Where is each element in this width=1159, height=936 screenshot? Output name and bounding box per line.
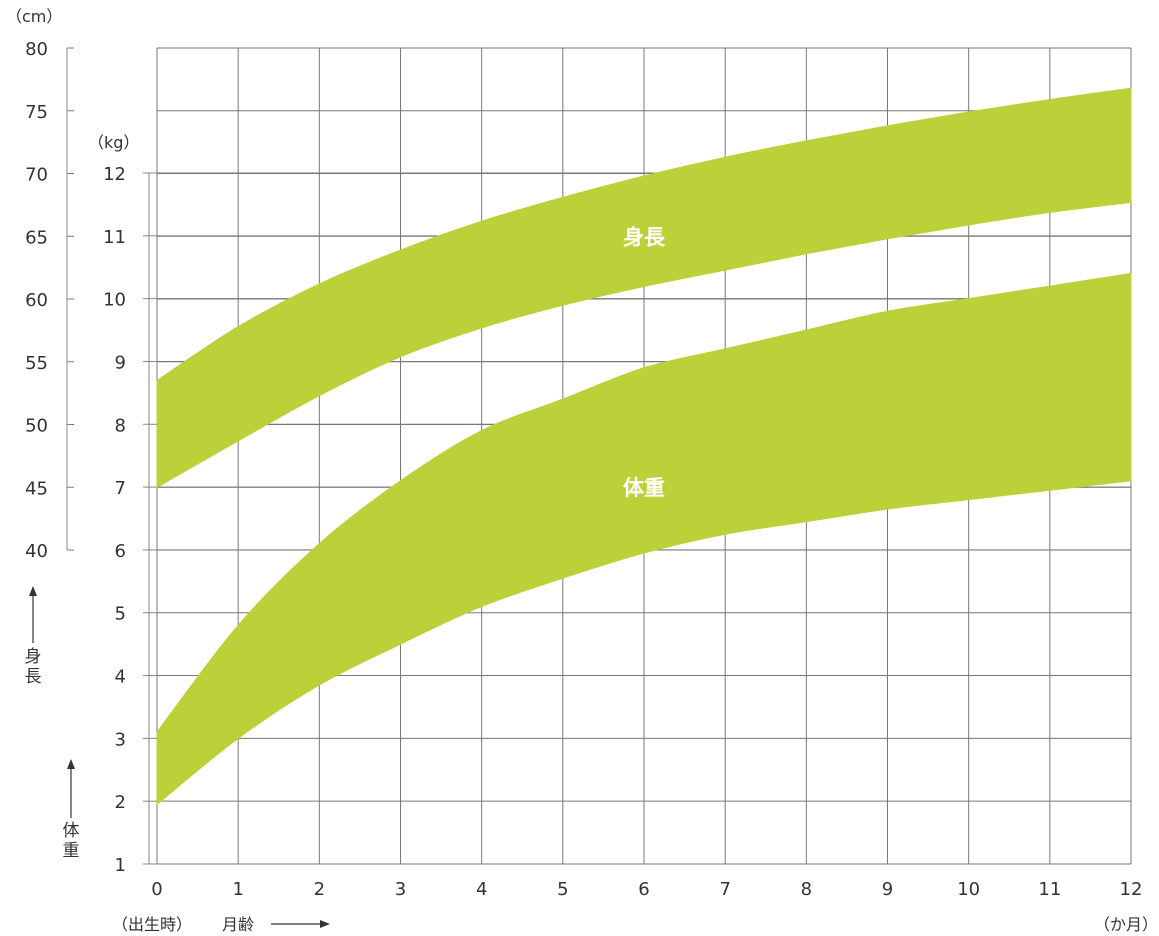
y-tick-label-kg: 2: [115, 792, 126, 813]
y-tick-label-cm: 55: [25, 353, 48, 374]
x-unit: （か月）: [1094, 915, 1158, 934]
x-tick-label: 2: [314, 879, 325, 900]
y-tick-label-cm: 70: [25, 165, 48, 186]
y-tick-label-kg: 7: [115, 478, 126, 499]
x-label-birth: （出生時）: [112, 915, 192, 934]
x-tick-label: 12: [1120, 879, 1143, 900]
y-tick-label-cm: 40: [25, 541, 48, 562]
band-label-bg: [592, 471, 696, 504]
band-weight: [156, 272, 1132, 806]
y-label-height-arrow-head: [29, 586, 37, 596]
y-tick-label-cm: 75: [25, 102, 48, 123]
y-tick-label-kg: 1: [115, 855, 126, 876]
x-tick-label: 6: [638, 879, 649, 900]
x-tick-label: 11: [1038, 879, 1061, 900]
y-tick-label-kg: 8: [115, 415, 126, 436]
x-tick-label: 4: [476, 879, 487, 900]
y-tick-label-cm: 60: [25, 290, 48, 311]
x-tick-label: 3: [395, 879, 406, 900]
x-tick-label: 1: [232, 879, 243, 900]
x-tick-label: 7: [719, 879, 730, 900]
y-tick-label-cm: 65: [25, 227, 48, 248]
y-tick-label-cm: 50: [25, 416, 48, 437]
y-tick-label-cm: 45: [25, 478, 48, 499]
y-tick-label-kg: 6: [115, 541, 126, 562]
x-tick-label: 10: [957, 879, 980, 900]
x-tick-label: 0: [151, 879, 162, 900]
y-label-height: 長: [25, 667, 42, 687]
x-tick-label: 5: [557, 879, 568, 900]
band-label: 身長: [623, 225, 666, 249]
y-tick-label-kg: 12: [103, 164, 126, 185]
axes: 404550556065707580（cm）123456789101112（kg…: [6, 7, 1142, 900]
x-label: 月齢: [222, 915, 254, 934]
y-label-height: 身: [25, 647, 42, 667]
y-tick-label-cm: 80: [25, 39, 48, 60]
band-label-bg: [592, 220, 696, 253]
y-label-weight: 体: [63, 821, 80, 841]
y-tick-label-kg: 3: [115, 729, 126, 750]
band-label: 体重: [623, 476, 665, 500]
y-tick-label-kg: 10: [103, 290, 126, 311]
x-arrow-head: [320, 920, 330, 928]
y-tick-label-kg: 11: [103, 227, 126, 248]
y-label-weight: 重: [63, 841, 80, 861]
x-tick-label: 8: [801, 879, 812, 900]
y-unit-cm: （cm）: [6, 7, 62, 26]
y-label-weight-arrow-head: [67, 759, 75, 769]
band-height: [156, 87, 1132, 489]
x-tick-label: 9: [882, 879, 893, 900]
y-unit-kg: （kg）: [88, 133, 139, 152]
y-tick-label-kg: 4: [115, 667, 126, 688]
y-tick-label-kg: 9: [115, 352, 126, 373]
y-tick-label-kg: 5: [115, 604, 126, 625]
